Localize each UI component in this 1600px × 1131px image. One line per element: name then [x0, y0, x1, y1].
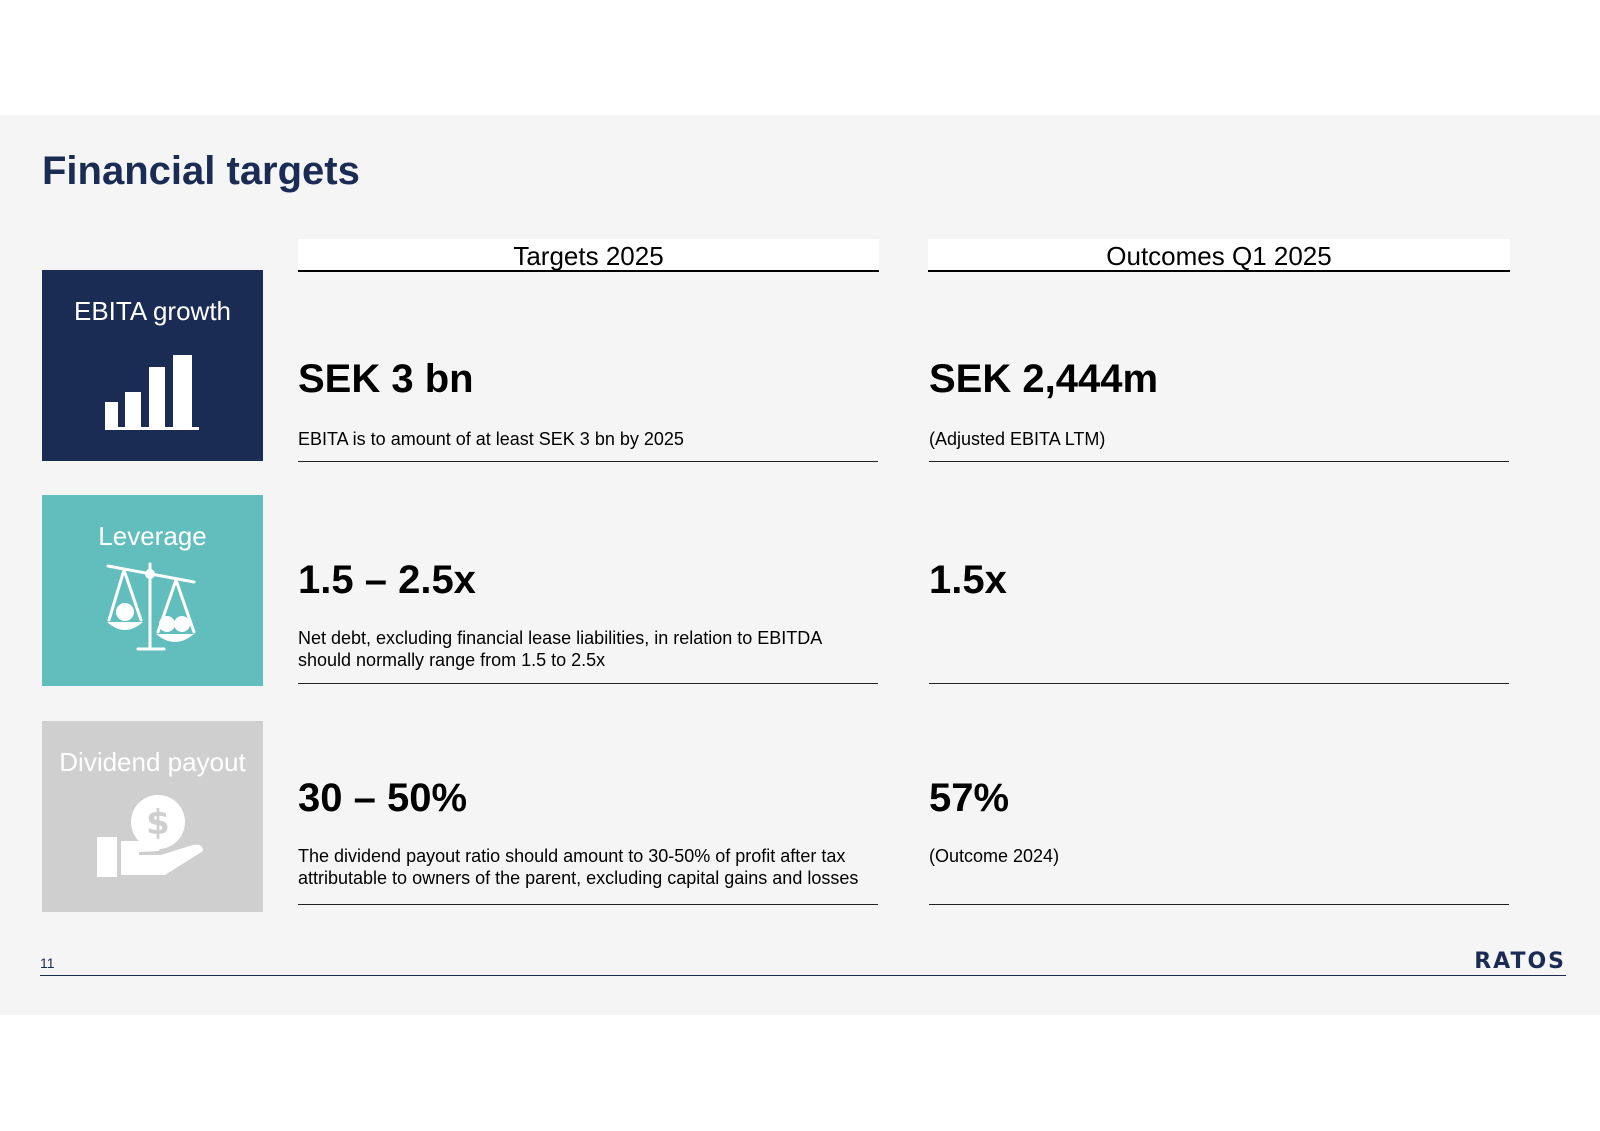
tile-label: Dividend payout: [59, 747, 246, 777]
leverage-outcome-cell: 1.5x: [929, 545, 1509, 684]
ebita-growth-tile: EBITA growth: [42, 270, 263, 461]
page-number: 11: [40, 955, 55, 971]
target-value: 1.5 – 2.5x: [298, 558, 476, 602]
tile-label: EBITA growth: [73, 296, 232, 326]
ratos-logo: RATOS: [1474, 949, 1566, 974]
targets-column-header: Targets 2025: [298, 239, 879, 272]
outcome-value: 1.5x: [929, 558, 1007, 602]
outcome-value: 57%: [929, 776, 1010, 820]
target-description: The dividend payout ratio should amount …: [298, 846, 859, 888]
target-value: 30 – 50%: [298, 776, 468, 820]
ebita-target-cell: SEK 3 bn EBITA is to amount of at least …: [298, 345, 878, 462]
page-title: Financial targets: [42, 149, 360, 193]
target-description: EBITA is to amount of at least SEK 3 bn …: [298, 429, 684, 449]
target-description: Net debt, excluding financial lease liab…: [298, 628, 822, 670]
ebita-outcome-cell: SEK 2,444m (Adjusted EBITA LTM): [929, 345, 1509, 462]
dividend-payout-tile: Dividend payout $: [42, 721, 263, 912]
bar-chart-icon: [105, 355, 199, 430]
tile-label: Leverage: [98, 521, 207, 551]
outcomes-column-header: Outcomes Q1 2025: [928, 239, 1510, 272]
footer-divider: [40, 975, 1566, 976]
outcome-value: SEK 2,444m: [929, 357, 1159, 401]
scale-icon: [106, 562, 196, 651]
leverage-tile: Leverage: [42, 495, 263, 686]
outcome-description: (Outcome 2024): [929, 846, 1060, 866]
dollar-hand-icon: $: [97, 795, 203, 877]
leverage-target-cell: 1.5 – 2.5x Net debt, excluding financial…: [298, 545, 878, 684]
dividend-target-cell: 30 – 50% The dividend payout ratio shoul…: [298, 765, 878, 905]
dividend-outcome-cell: 57% (Outcome 2024): [929, 765, 1509, 905]
outcome-description: (Adjusted EBITA LTM): [929, 429, 1106, 449]
target-value: SEK 3 bn: [298, 357, 474, 401]
svg-text:$: $: [146, 803, 170, 843]
slide: Financial targets Targets 2025 Outcomes …: [0, 115, 1600, 1015]
